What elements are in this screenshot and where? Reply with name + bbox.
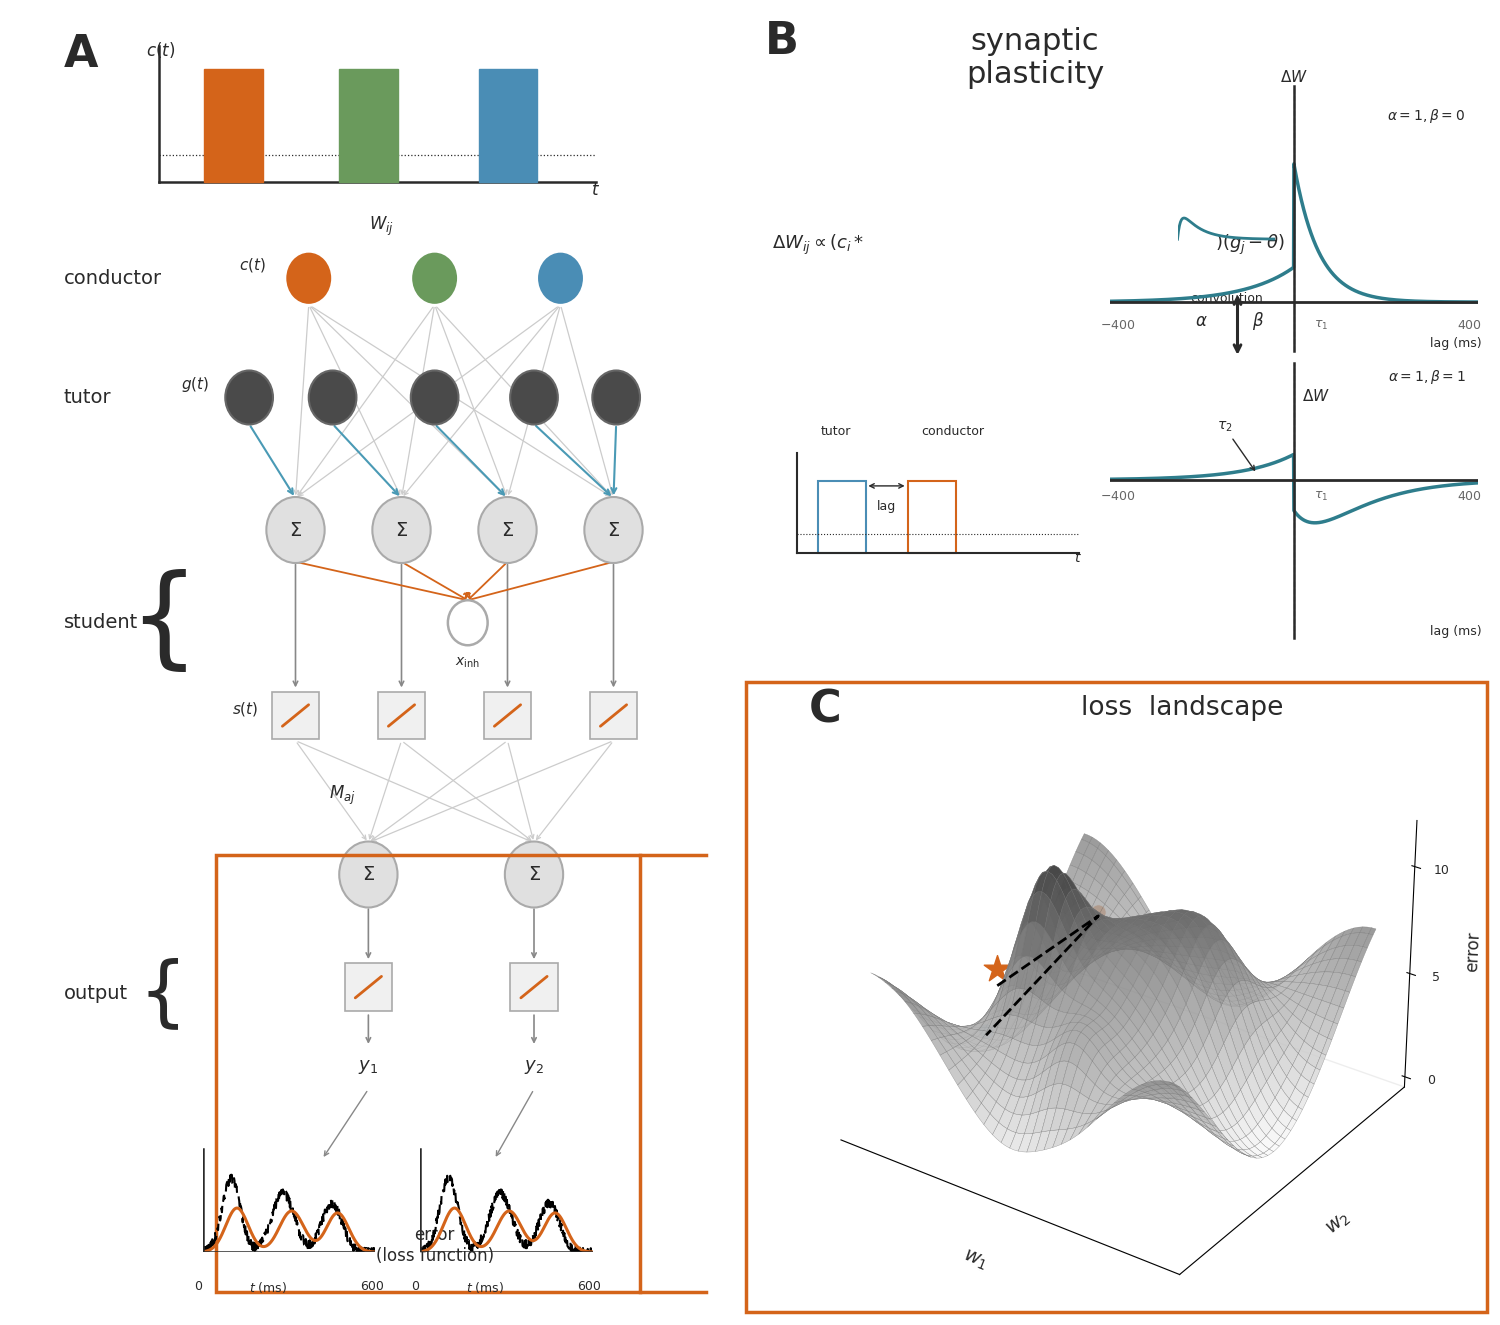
Ellipse shape <box>411 252 459 305</box>
Text: $\alpha = 1, \beta = 1$: $\alpha = 1, \beta = 1$ <box>1388 368 1466 386</box>
Text: $y_2$: $y_2$ <box>524 1057 544 1076</box>
Text: $t$ (ms): $t$ (ms) <box>249 1280 286 1296</box>
Ellipse shape <box>225 371 273 424</box>
Ellipse shape <box>411 371 459 424</box>
Text: $g(t)$: $g(t)$ <box>182 375 210 394</box>
Text: $\tau_1$: $\tau_1$ <box>1314 319 1329 331</box>
Text: $-400$: $-400$ <box>1101 319 1136 331</box>
Text: B: B <box>765 20 800 62</box>
Text: $-400$: $-400$ <box>1101 490 1136 504</box>
Text: $)(g_j - \theta)$: $)(g_j - \theta)$ <box>1215 233 1286 257</box>
Ellipse shape <box>510 371 558 424</box>
Ellipse shape <box>372 497 430 563</box>
Ellipse shape <box>585 497 642 563</box>
Text: $y_1$: $y_1$ <box>358 1057 378 1076</box>
Text: $t$: $t$ <box>1074 551 1082 564</box>
Bar <box>272 692 320 739</box>
Text: error
(loss function): error (loss function) <box>375 1226 494 1265</box>
Bar <box>510 963 558 1011</box>
Text: $\Sigma$: $\Sigma$ <box>362 865 375 884</box>
Text: 600: 600 <box>360 1280 384 1293</box>
Text: $\Sigma$: $\Sigma$ <box>608 521 619 539</box>
Text: output: output <box>63 984 128 1003</box>
Bar <box>483 692 531 739</box>
Text: $\Sigma$: $\Sigma$ <box>290 521 302 539</box>
Bar <box>590 692 638 739</box>
Bar <box>908 481 956 553</box>
Text: student: student <box>63 613 138 632</box>
Text: $\Sigma$: $\Sigma$ <box>501 521 515 539</box>
Text: 0: 0 <box>194 1280 202 1293</box>
Text: $\Sigma$: $\Sigma$ <box>394 521 408 539</box>
Text: tutor: tutor <box>63 388 111 407</box>
Ellipse shape <box>537 252 585 305</box>
Ellipse shape <box>506 841 562 908</box>
Text: $\tau_1$: $\tau_1$ <box>1314 490 1329 504</box>
Y-axis label: $w_2$: $w_2$ <box>1323 1208 1354 1239</box>
Ellipse shape <box>285 252 333 305</box>
Text: $\alpha$: $\alpha$ <box>1196 313 1208 330</box>
Text: $t$ (ms): $t$ (ms) <box>466 1280 504 1296</box>
Ellipse shape <box>267 497 324 563</box>
Text: $t$: $t$ <box>591 180 600 199</box>
Ellipse shape <box>448 600 488 645</box>
Ellipse shape <box>478 497 537 563</box>
Text: A: A <box>63 33 98 76</box>
Text: $400$: $400$ <box>1456 319 1482 331</box>
Text: $c(t)$: $c(t)$ <box>146 40 174 60</box>
Text: $\Delta W$: $\Delta W$ <box>1280 69 1308 85</box>
Text: $\alpha = 1, \beta = 0$: $\alpha = 1, \beta = 0$ <box>1388 107 1466 126</box>
Text: convolution: convolution <box>1190 292 1263 305</box>
Text: lag: lag <box>878 501 896 513</box>
Text: synaptic
plasticity: synaptic plasticity <box>966 26 1104 89</box>
Bar <box>378 692 426 739</box>
Bar <box>478 69 537 182</box>
Text: $\beta$: $\beta$ <box>1252 310 1264 333</box>
Ellipse shape <box>339 841 398 908</box>
Text: lag (ms): lag (ms) <box>1430 624 1482 637</box>
Ellipse shape <box>592 371 640 424</box>
Ellipse shape <box>309 371 357 424</box>
Text: conductor: conductor <box>921 425 984 439</box>
Bar <box>818 481 866 553</box>
Text: $\Sigma$: $\Sigma$ <box>528 865 540 884</box>
Text: 600: 600 <box>578 1280 602 1293</box>
Text: $W_{ij}$: $W_{ij}$ <box>369 215 394 238</box>
Text: tutor: tutor <box>821 425 850 439</box>
Text: {: { <box>128 570 198 676</box>
Text: $\tau_2$: $\tau_2$ <box>1216 420 1254 470</box>
Text: $400$: $400$ <box>1456 490 1482 504</box>
Bar <box>345 963 392 1011</box>
Text: {: { <box>138 957 188 1031</box>
Bar <box>216 855 640 1292</box>
Text: 0: 0 <box>411 1280 420 1293</box>
Text: $\Delta W_{ij} \propto (c_i*$: $\Delta W_{ij} \propto (c_i*$ <box>772 233 865 257</box>
Text: lag (ms): lag (ms) <box>1430 337 1482 350</box>
Text: $x_{\rm inh}$: $x_{\rm inh}$ <box>456 656 480 670</box>
Text: conductor: conductor <box>63 269 162 288</box>
X-axis label: $w_1$: $w_1$ <box>960 1247 990 1273</box>
Text: loss  landscape: loss landscape <box>1080 694 1282 721</box>
Bar <box>339 69 398 182</box>
Text: $M_{aj}$: $M_{aj}$ <box>328 783 356 807</box>
Text: $c(t)$: $c(t)$ <box>240 256 267 274</box>
Text: $s(t)$: $s(t)$ <box>232 700 258 718</box>
Bar <box>204 69 262 182</box>
Text: C: C <box>808 689 842 731</box>
Text: $\Delta W$: $\Delta W$ <box>1302 388 1330 404</box>
